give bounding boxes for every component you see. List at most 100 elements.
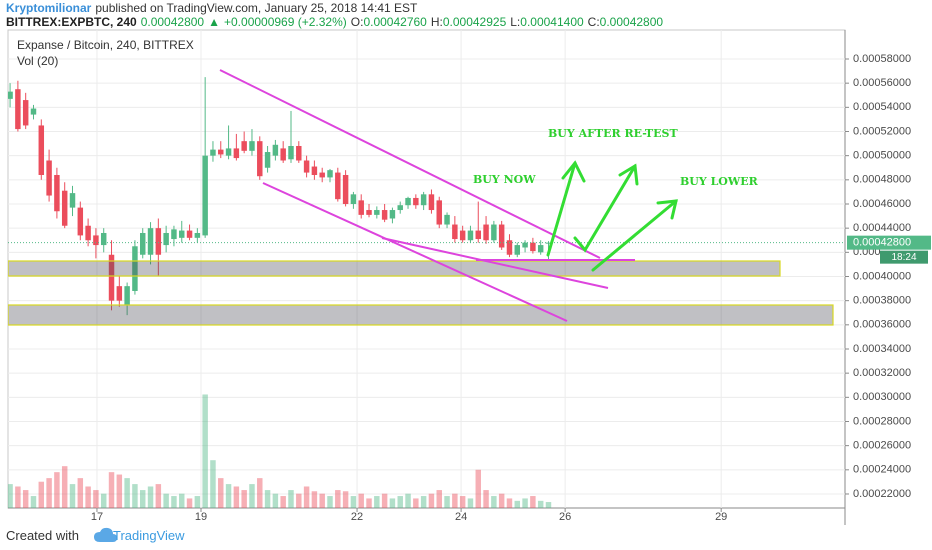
y-tick-label: 0.00036000 xyxy=(853,319,911,331)
candle-body xyxy=(194,232,201,238)
volume-bar xyxy=(69,484,76,508)
y-tick-label: 0.00024000 xyxy=(853,464,911,476)
y-tick-label: 0.00038000 xyxy=(853,295,911,307)
volume-bar xyxy=(467,498,474,508)
candle-body xyxy=(374,210,380,215)
candle-body xyxy=(46,160,52,196)
candle-body xyxy=(69,193,76,208)
candle-body xyxy=(186,230,193,238)
y-tick-label: 0.00026000 xyxy=(853,440,911,452)
x-tick-label: 26 xyxy=(559,511,571,523)
candle-body xyxy=(381,210,388,220)
candle-body xyxy=(444,214,450,225)
trend-line xyxy=(381,237,609,289)
tv-logo xyxy=(94,527,117,542)
volume-bar xyxy=(303,486,310,508)
candle-body xyxy=(358,200,364,215)
y-tick-label: 0.00044000 xyxy=(853,222,911,234)
candle-body xyxy=(389,210,396,219)
volume-bar xyxy=(288,490,294,508)
volume-bar xyxy=(335,490,341,508)
candle-body xyxy=(296,145,302,161)
candle-body xyxy=(335,172,341,200)
x-tick-label: 22 xyxy=(351,511,363,523)
created-with: Created with xyxy=(6,528,79,543)
symbol-line: BITTREX:EXPBTC, 240 0.00042800 ▲ +0.0000096… xyxy=(6,15,671,29)
candle-body xyxy=(38,125,45,175)
volume-bar xyxy=(233,486,240,508)
annotation: BUY AFTER RE-TEST xyxy=(548,127,678,140)
volume-bar xyxy=(147,486,154,508)
volume-bar xyxy=(358,493,364,508)
x-tick-label: 24 xyxy=(455,511,467,523)
y-tick-label: 0.00054000 xyxy=(853,101,911,113)
support-zone xyxy=(8,304,834,326)
volume-legend: Vol (20) xyxy=(17,54,58,68)
y-tick-label: 0.00030000 xyxy=(853,391,911,403)
candle-body xyxy=(8,91,13,99)
x-tick-label: 17 xyxy=(91,511,103,523)
volume-bar xyxy=(475,469,481,508)
plot-area xyxy=(7,29,846,509)
brand[interactable]: TradingView xyxy=(112,528,185,543)
ohlc-label: O: xyxy=(350,15,364,29)
volume-bar xyxy=(374,496,380,508)
volume-bar xyxy=(15,486,21,508)
volume-bar xyxy=(522,498,528,508)
candle-body xyxy=(171,229,177,240)
candle-body xyxy=(303,160,310,173)
volume-bar xyxy=(491,496,497,508)
volume-bar xyxy=(93,490,99,508)
publish-line: Kryptomilionar published on TradingView.c… xyxy=(6,1,421,15)
y-tick-label: 0.00034000 xyxy=(853,343,911,355)
candle-body xyxy=(514,245,521,255)
candle-body xyxy=(272,144,279,156)
volume-bar xyxy=(530,496,536,508)
volume-bar xyxy=(108,472,115,508)
volume-bar xyxy=(61,466,68,508)
volume-bar xyxy=(116,474,123,508)
author[interactable]: Kryptomilionar xyxy=(6,1,92,15)
trend-line xyxy=(262,182,568,322)
support-zone xyxy=(8,260,781,277)
volume-bar xyxy=(202,394,208,508)
trend-line xyxy=(219,69,601,259)
arrow-head xyxy=(618,163,639,186)
volume-bar xyxy=(38,481,45,508)
ohlc-value: 0.00042800 xyxy=(599,15,664,29)
volume-bar xyxy=(77,478,84,508)
candle-body xyxy=(311,166,318,175)
candle-body xyxy=(350,194,357,204)
volume-bar xyxy=(194,496,201,508)
symbol: BITTREX:EXPBTC, 240 xyxy=(6,15,137,29)
volume-bar xyxy=(366,498,372,508)
ohlc-label: C: xyxy=(587,15,600,29)
candle-body xyxy=(498,224,505,248)
volume-bar xyxy=(342,491,349,508)
arrow xyxy=(546,161,577,257)
volume-bar xyxy=(444,496,450,508)
y-tick-label: 0.00048000 xyxy=(853,174,911,186)
volume-bar xyxy=(319,493,325,508)
published: published on TradingView.com, January 25… xyxy=(95,1,418,15)
ohlc-label: H: xyxy=(430,15,443,29)
volume-bar xyxy=(420,496,427,508)
candle-body xyxy=(405,197,411,206)
volume-bar xyxy=(54,472,60,508)
candle-body xyxy=(22,100,29,126)
last-price: 0.00042800 xyxy=(140,15,205,29)
volume-bar xyxy=(225,484,232,508)
x-tick-label: 19 xyxy=(195,511,207,523)
y-tick-label: 0.00058000 xyxy=(853,53,911,65)
candle-body xyxy=(428,194,435,211)
candle-body xyxy=(155,228,162,255)
y-tick-label: 0.00052000 xyxy=(853,125,911,137)
volume-bar xyxy=(140,490,146,508)
candle-body xyxy=(124,286,130,306)
annotation: BUY NOW xyxy=(473,173,536,186)
y-tick-label: 0.00046000 xyxy=(853,198,911,210)
volume-bar xyxy=(8,484,13,508)
candle-body xyxy=(225,148,232,156)
change-arrow: ▲ xyxy=(208,15,220,29)
volume-bar xyxy=(311,491,318,508)
